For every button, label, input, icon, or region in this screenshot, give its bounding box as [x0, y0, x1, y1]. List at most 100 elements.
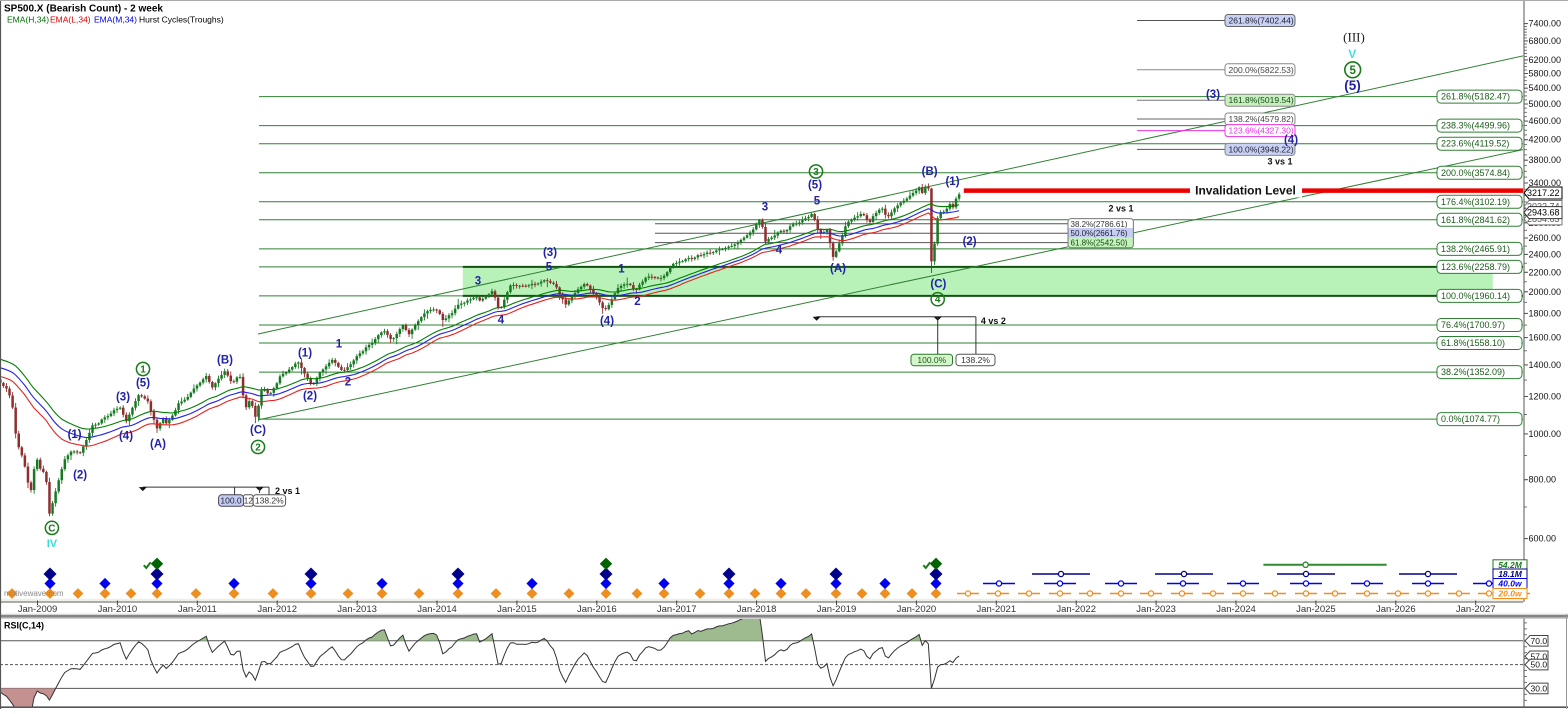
svg-text:Jan-2014: Jan-2014 [417, 604, 457, 615]
svg-text:Jan-2022: Jan-2022 [1056, 604, 1096, 615]
svg-text:4: 4 [776, 245, 783, 257]
svg-text:2: 2 [345, 377, 351, 389]
svg-text:0.0%(1074.77): 0.0%(1074.77) [1441, 414, 1500, 424]
svg-text:40.0w: 40.0w [1497, 579, 1523, 589]
svg-text:70.0: 70.0 [1531, 636, 1548, 646]
svg-text:3800.00: 3800.00 [1529, 155, 1562, 165]
svg-text:2 vs 1: 2 vs 1 [1108, 204, 1133, 214]
svg-text:(3): (3) [116, 392, 130, 404]
svg-text:2: 2 [634, 296, 640, 308]
svg-text:261.8%(7402.44): 261.8%(7402.44) [1229, 16, 1294, 26]
svg-text:(III): (III) [1343, 30, 1365, 45]
svg-text:161.8%(2841.62): 161.8%(2841.62) [1441, 215, 1510, 225]
svg-text:100.0%(1960.14): 100.0%(1960.14) [1441, 291, 1510, 301]
svg-text:2200.00: 2200.00 [1529, 267, 1562, 277]
svg-text:5000.00: 5000.00 [1529, 99, 1562, 109]
svg-text:5800.00: 5800.00 [1529, 69, 1562, 79]
svg-text:3: 3 [762, 202, 768, 214]
svg-text:(5): (5) [136, 378, 150, 390]
svg-text:Jan-2013: Jan-2013 [337, 604, 377, 615]
svg-text:2 vs 1: 2 vs 1 [275, 486, 300, 496]
svg-text:161.8%(5019.54): 161.8%(5019.54) [1229, 95, 1294, 105]
svg-text:(3): (3) [543, 247, 557, 259]
svg-text:100.0%: 100.0% [917, 355, 946, 365]
svg-text:4 vs 2: 4 vs 2 [981, 316, 1006, 326]
svg-text:76.4%(1700.97): 76.4%(1700.97) [1441, 320, 1505, 330]
svg-text:123.6%(4327.30): 123.6%(4327.30) [1229, 126, 1294, 136]
svg-text:261.8%(5182.47): 261.8%(5182.47) [1441, 92, 1510, 102]
svg-text:Jan-2018: Jan-2018 [737, 604, 777, 615]
svg-text:3400.00: 3400.00 [1529, 178, 1562, 188]
svg-text:(1): (1) [298, 348, 312, 360]
svg-text:Jan-2017: Jan-2017 [657, 604, 697, 615]
svg-text:1600.00: 1600.00 [1529, 333, 1562, 343]
svg-text:Jan-2024: Jan-2024 [1216, 604, 1256, 615]
svg-text:(1): (1) [68, 429, 82, 441]
svg-text:7400.00: 7400.00 [1529, 19, 1562, 29]
svg-text:30.0: 30.0 [1531, 683, 1548, 693]
svg-text:4: 4 [935, 295, 941, 306]
svg-text:Jan-2019: Jan-2019 [817, 604, 857, 615]
svg-text:3: 3 [813, 167, 819, 178]
svg-text:(B): (B) [922, 166, 938, 178]
svg-text:(3): (3) [1206, 89, 1220, 101]
svg-text:5: 5 [1349, 65, 1356, 77]
svg-text:EMA(L,34): EMA(L,34) [50, 15, 91, 25]
svg-text:(A): (A) [150, 439, 166, 451]
svg-text:2600.00: 2600.00 [1529, 233, 1562, 243]
svg-text:1: 1 [618, 263, 625, 275]
svg-text:2000.00: 2000.00 [1529, 287, 1562, 297]
svg-text:61.8%(1558.10): 61.8%(1558.10) [1441, 338, 1505, 348]
svg-text:238.3%(4499.96): 238.3%(4499.96) [1441, 121, 1510, 131]
svg-text:1: 1 [336, 339, 343, 351]
svg-text:Invalidation Level: Invalidation Level [1195, 184, 1296, 198]
svg-text:6800.00: 6800.00 [1529, 36, 1562, 46]
svg-text:6200.00: 6200.00 [1529, 55, 1562, 65]
svg-text:18.1M: 18.1M [1498, 569, 1523, 579]
svg-text:5400.00: 5400.00 [1529, 83, 1562, 93]
svg-text:(C): (C) [250, 425, 266, 437]
svg-text:Jan-2026: Jan-2026 [1376, 604, 1416, 615]
svg-text:Jan-2012: Jan-2012 [257, 604, 297, 615]
svg-text:5: 5 [814, 196, 821, 208]
svg-text:(C): (C) [930, 278, 946, 290]
svg-text:38.2%(1352.09): 38.2%(1352.09) [1441, 367, 1505, 377]
svg-text:Jan-2027: Jan-2027 [1456, 604, 1496, 615]
svg-text:61.8%(2542.50): 61.8%(2542.50) [1071, 239, 1128, 248]
svg-text:2400.00: 2400.00 [1529, 249, 1562, 259]
svg-text:100.0: 100.0 [220, 495, 242, 505]
svg-text:1000.00: 1000.00 [1529, 429, 1562, 439]
svg-text:Jan-2016: Jan-2016 [577, 604, 617, 615]
svg-text:(2): (2) [73, 470, 87, 482]
svg-text:600.00: 600.00 [1529, 534, 1557, 544]
svg-text:100.0%(3948.22): 100.0%(3948.22) [1229, 144, 1294, 154]
svg-text:4200.00: 4200.00 [1529, 135, 1562, 145]
svg-text:Jan-2015: Jan-2015 [497, 604, 537, 615]
svg-text:20.0w: 20.0w [1497, 589, 1523, 599]
svg-text:(1): (1) [945, 176, 959, 188]
svg-text:3217.22: 3217.22 [1527, 188, 1560, 198]
svg-text:(4): (4) [119, 431, 133, 443]
svg-text:(5): (5) [808, 180, 822, 192]
svg-text:138.2%: 138.2% [255, 495, 284, 505]
svg-text:800.00: 800.00 [1529, 475, 1557, 485]
svg-text:138.2%: 138.2% [961, 355, 990, 365]
svg-text:200.0%(3574.84): 200.0%(3574.84) [1441, 168, 1510, 178]
svg-text:50.0: 50.0 [1531, 660, 1548, 670]
svg-text:EMA(H,34): EMA(H,34) [7, 15, 49, 25]
svg-text:Jan-2011: Jan-2011 [178, 604, 217, 615]
svg-text:(4): (4) [600, 316, 614, 328]
svg-text:C: C [48, 523, 55, 534]
svg-text:4600.00: 4600.00 [1529, 116, 1562, 126]
svg-text:RSI(C,14): RSI(C,14) [4, 621, 44, 631]
svg-text:1200.00: 1200.00 [1529, 392, 1562, 402]
svg-text:motivewave.com: motivewave.com [4, 589, 64, 598]
svg-text:38.2%(2786.61): 38.2%(2786.61) [1071, 220, 1128, 229]
svg-text:1: 1 [140, 364, 146, 375]
svg-text:V: V [1348, 47, 1356, 61]
svg-text:Jan-2023: Jan-2023 [1136, 604, 1176, 615]
svg-text:223.6%(4119.52): 223.6%(4119.52) [1441, 139, 1509, 149]
svg-text:57.0: 57.0 [1531, 651, 1548, 661]
svg-text:IV: IV [47, 538, 58, 550]
svg-text:5: 5 [546, 262, 553, 274]
